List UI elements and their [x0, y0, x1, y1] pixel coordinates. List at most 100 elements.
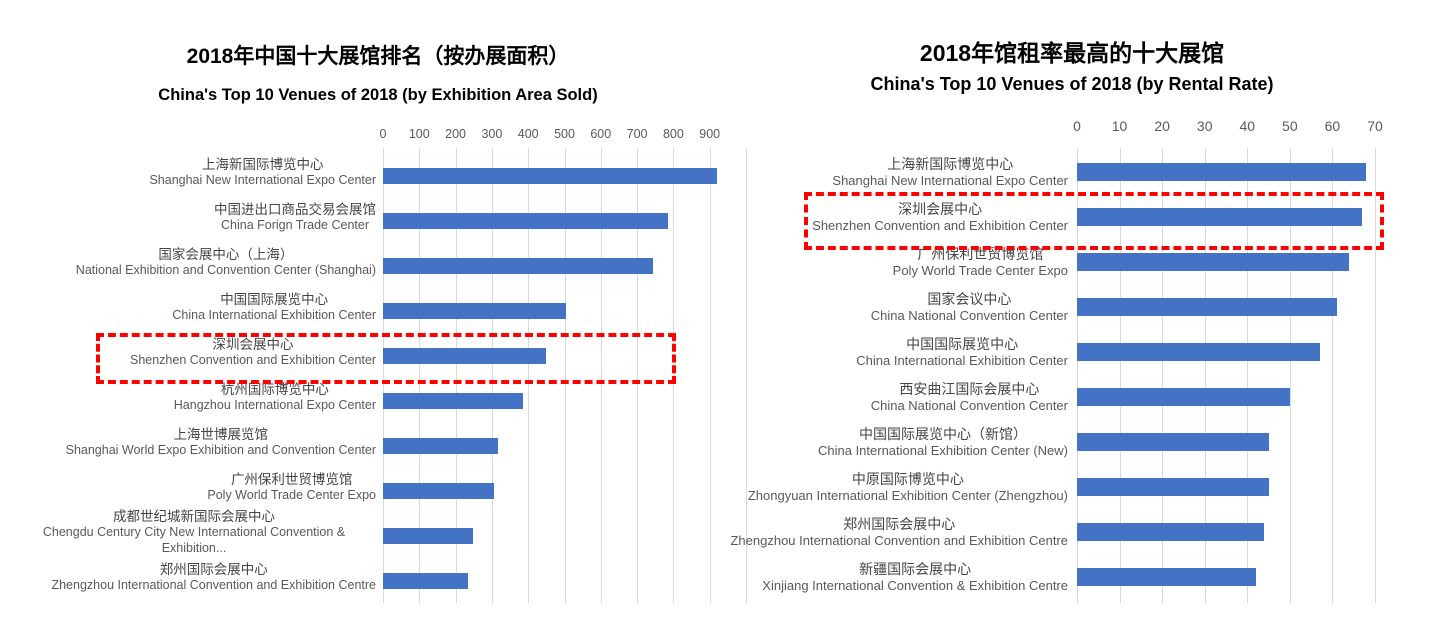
- category-label-text: 新疆国际会展中心 Xinjiang International Conventio…: [762, 561, 1068, 594]
- highlight-box-shenzhen: [96, 333, 676, 384]
- category-name-zh: 西安曲江国际会展中心: [899, 381, 1040, 398]
- category-name-en: Poly World Trade Center Expo: [892, 263, 1068, 279]
- category-name-en: Shanghai World Expo Exhibition and Conve…: [65, 443, 376, 458]
- category-label-text: 深圳会展中心 Shenzhen Convention and Exhibition…: [812, 201, 1068, 234]
- category-name-en: China International Exhibition Center (N…: [817, 443, 1068, 459]
- axis-tick-label: 300: [481, 127, 503, 141]
- bar: [1077, 388, 1290, 406]
- bar: [383, 348, 546, 364]
- category-label-text: 中国国际展览中心 China International Exhibition C…: [856, 336, 1068, 369]
- category-name-en: China National Convention Center: [870, 308, 1068, 324]
- category-label-text: 中国国际展览中心 China International Exhibition C…: [172, 292, 376, 324]
- category-name-zh: 郑州国际会展中心: [159, 561, 268, 577]
- category-name-zh: 中国国际展览中心: [220, 291, 329, 307]
- category-name-zh: 新疆国际会展中心: [859, 561, 972, 578]
- axis-tick-label: 0: [1073, 118, 1081, 134]
- axis-tick-label: 600: [590, 127, 612, 141]
- axis-tick-label: 900: [699, 127, 721, 141]
- category-name-en: Poly World Trade Center Expo: [207, 488, 376, 503]
- category-label: 上海新国际博览中心 Shanghai New International Expo…: [12, 150, 376, 195]
- category-label: 深圳会展中心 Shenzhen Convention and Exhibition…: [728, 195, 1068, 240]
- bar: [1077, 253, 1349, 271]
- category-name-zh: 上海世博展览馆: [173, 426, 269, 442]
- category-label: 新疆国际会展中心 Xinjiang International Conventio…: [728, 555, 1068, 600]
- axis-tick-label: 200: [445, 127, 467, 141]
- gridline: [1119, 148, 1121, 603]
- category-name-zh: 国家会展中心（上海）: [158, 246, 294, 262]
- category-name-en: China National Convention Center: [870, 398, 1068, 414]
- category-name-zh: 深圳会展中心: [898, 201, 983, 218]
- bar: [1077, 163, 1366, 181]
- category-label: 中国国际展览中心（新馆） China International Exhibiti…: [728, 420, 1068, 465]
- gridline: [1162, 148, 1164, 603]
- category-name-zh: 国家会议中心: [927, 291, 1012, 308]
- category-label: 中国进出口商品交易会展馆 China Forign Trade Center: [12, 195, 376, 240]
- category-label-text: 中国国际展览中心（新馆） China International Exhibiti…: [818, 426, 1068, 459]
- gridline: [1332, 148, 1334, 603]
- highlight-box-shenzhen: [804, 192, 1384, 250]
- axis-tick-label: 30: [1196, 118, 1213, 134]
- category-name-zh: 中国国际展览中心（新馆）: [858, 426, 1027, 443]
- bar: [383, 393, 523, 409]
- category-name-en: Shenzhen Convention and Exhibition Cente…: [129, 353, 376, 368]
- gridline: [455, 148, 457, 603]
- bar: [383, 483, 494, 499]
- category-label: 杭州国际博览中心 Hangzhou International Expo Cent…: [12, 375, 376, 420]
- category-name-en: Hangzhou International Expo Center: [173, 398, 376, 413]
- gridline: [673, 148, 675, 603]
- gridline: [1204, 148, 1206, 603]
- category-label: 成都世纪城新国际会展中心 Chengdu Century City New Int…: [12, 509, 376, 556]
- category-name-en: Shenzhen Convention and Exhibition Cente…: [812, 218, 1068, 234]
- gridline: [1289, 148, 1291, 603]
- bar: [383, 213, 668, 229]
- category-name-en: Shanghai New International Expo Center: [149, 173, 376, 188]
- category-label: 郑州国际会展中心 Zhengzhou International Conventi…: [12, 555, 376, 600]
- axis-tick-label: 400: [517, 127, 539, 141]
- category-name-en: Chengdu Century City New International C…: [42, 525, 346, 555]
- bar: [383, 258, 653, 274]
- category-label-text: 广州保利世贸博览馆 Poly World Trade Center Expo: [207, 472, 376, 504]
- category-label: 深圳会展中心 Shenzhen Convention and Exhibition…: [12, 330, 376, 375]
- category-name-en: Xinjiang International Convention & Exhi…: [762, 578, 1068, 594]
- category-label-text: 深圳会展中心 Shenzhen Convention and Exhibition…: [130, 337, 376, 369]
- category-label-text: 国家会展中心（上海） National Exhibition and Conven…: [76, 247, 376, 279]
- chart-title-zh: 2018年馆租率最高的十大展馆: [919, 40, 1225, 66]
- category-label-text: 成都世纪城新国际会展中心 Chengdu Century City New Int…: [12, 509, 376, 556]
- bar: [1077, 433, 1269, 451]
- category-label: 中国国际展览中心 China International Exhibition C…: [12, 285, 376, 330]
- bar: [1077, 478, 1269, 496]
- category-name-en: China International Exhibition Center: [856, 353, 1068, 369]
- category-name-en: China Forign Trade Center: [221, 218, 369, 233]
- axis-tick-label: 10: [1111, 118, 1128, 134]
- gridline: [637, 148, 639, 603]
- category-label: 国家会议中心 China National Convention Center: [728, 285, 1068, 330]
- category-label-text: 上海世博展览馆 Shanghai World Expo Exhibition an…: [66, 427, 376, 459]
- bar: [383, 528, 473, 544]
- category-label-text: 郑州国际会展中心 Zhengzhou International Conventi…: [51, 562, 376, 594]
- chart-subtitle-en: China's Top 10 Venues of 2018 (by Exhibi…: [158, 86, 598, 104]
- category-name-zh: 广州保利世贸博览馆: [230, 471, 353, 487]
- category-label-text: 杭州国际博览中心 Hangzhou International Expo Cent…: [174, 382, 376, 414]
- category-name-en: National Exhibition and Convention Cente…: [75, 263, 376, 278]
- category-name-zh: 上海新国际博览中心: [201, 156, 324, 172]
- category-label: 上海新国际博览中心 Shanghai New International Expo…: [728, 150, 1068, 195]
- category-name-en: China International Exhibition Center: [172, 308, 376, 323]
- category-label: 国家会展中心（上海） National Exhibition and Conven…: [12, 240, 376, 285]
- category-name-zh: 中原国际博览中心: [851, 471, 964, 488]
- axis-tick-label: 0: [379, 127, 387, 141]
- axis-tick-label: 40: [1239, 118, 1256, 134]
- gridline: [564, 148, 566, 603]
- axis-tick-label: 100: [408, 127, 430, 141]
- category-name-en: Zhengzhou International Convention and E…: [51, 578, 376, 593]
- category-name-zh: 中国国际展览中心: [906, 336, 1019, 353]
- axis-tick-label: 60: [1324, 118, 1341, 134]
- bar: [1077, 343, 1320, 361]
- bar: [383, 303, 566, 319]
- bar: [1077, 298, 1337, 316]
- category-label-text: 郑州国际会展中心 Zhengzhou International Conventi…: [730, 516, 1068, 549]
- gridline: [491, 148, 493, 603]
- category-label: 广州保利世贸博览馆 Poly World Trade Center Expo: [728, 240, 1068, 285]
- bar: [383, 573, 468, 589]
- category-name-zh: 成都世纪城新国际会展中心: [113, 509, 275, 525]
